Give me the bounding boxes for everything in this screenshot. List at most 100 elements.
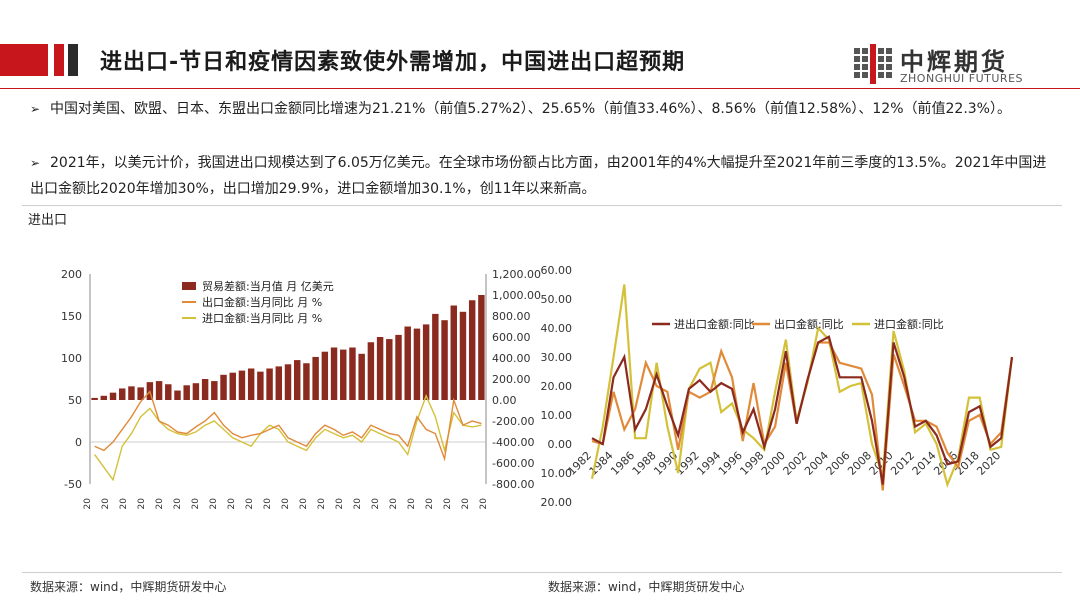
chart-left-tick-x: 20 [263, 498, 273, 510]
trade-balance-bar [367, 342, 375, 400]
chart-right-tick-x: 2004 [802, 449, 831, 478]
trade-balance-bar [432, 313, 439, 400]
chart-left-tick-x: 20 [227, 498, 237, 510]
legend-swatch-bar [182, 282, 196, 290]
chart-right-tick-y: 50.00 [541, 293, 573, 306]
bullet-text: 2021年，以美元计价，我国进出口规模达到了6.05万亿美元。在全球市场份额占比… [30, 155, 1047, 197]
trade-balance-bar [119, 388, 126, 400]
trade-balance-bar [201, 379, 209, 400]
trade-balance-bar [211, 381, 218, 400]
section-label: 进出口 [28, 213, 68, 228]
chart-right-tick-x: 2008 [845, 449, 874, 478]
chart-right-tick-x: 1998 [737, 449, 766, 478]
trade-balance-bar [340, 349, 347, 400]
chart-left-tick-right: 600.00 [492, 331, 531, 344]
total-yoy-line [591, 335, 1014, 485]
accent-bar-dark [68, 44, 78, 76]
chart-left-tick-x: 20 [155, 498, 165, 510]
source-note-right: 数据来源：wind，中辉期货研发中心 [548, 580, 745, 594]
chart-left-tick-right: -400.00 [492, 436, 534, 449]
trade-balance-bar [395, 334, 402, 400]
trade-balance-bar [109, 392, 117, 400]
chart-left-tick-x: 20 [281, 498, 291, 510]
chart-right-tick-x: 1984 [587, 449, 616, 478]
chart-left-tick-x: 20 [173, 498, 183, 510]
chart-right-tick-y: 10.00 [541, 409, 573, 422]
logo-text-cn: 中辉期货 [900, 48, 1008, 76]
trade-balance-bar [312, 356, 319, 400]
trade-balance-bar [128, 386, 135, 400]
trade-balance-bar [459, 311, 467, 400]
trade-balance-bar [238, 370, 246, 400]
trade-balance-bar [100, 395, 108, 400]
legend-label: 出口金额:当月同比 月 % [202, 295, 322, 309]
chart-left-tick-x: 20 [353, 498, 363, 510]
chart-left-tick-x: 20 [425, 498, 435, 510]
chart-right-tick-y: 60.00 [541, 264, 573, 277]
legend-label: 进口金额:同比 [874, 317, 944, 331]
trade-balance-bar [174, 390, 181, 400]
chart-left-tick-right: -800.00 [492, 478, 534, 491]
trade-balance-bar [478, 295, 485, 400]
trade-balance-bar [413, 328, 421, 400]
trade-balance-bar [247, 368, 255, 400]
chart-left-tick-left: 0 [75, 436, 82, 449]
chart-left-tick-x: 20 [389, 498, 399, 510]
chart-left-tick-x: 20 [209, 498, 219, 510]
trade-balance-bar [349, 347, 356, 400]
chart-left-tick-x: 20 [479, 498, 489, 510]
trade-balance-bar [468, 300, 476, 400]
legend-label: 进出口金额:同比 [674, 317, 755, 331]
bullet-export-growth: ➢ 中国对美国、欧盟、日本、东盟出口金额同比增速为21.21%（前值5.27%2）… [30, 96, 1060, 122]
page-title: 进出口-节日和疫情因素致使外需增加，中国进出口超预期 [100, 50, 686, 75]
chart-annual-yoy: 60.00 50.00 40.00 30.00 20.00 10.00 0.00 -10.00… [540, 264, 1014, 509]
trade-balance-bar [321, 351, 329, 400]
bullet-trade-scale: ➢ 2021年，以美元计价，我国进出口规模达到了6.05万亿美元。在全球市场份额占… [30, 150, 1060, 202]
chart-left-tick-left: 100 [61, 352, 82, 365]
trade-balance-bar [91, 397, 98, 400]
chart-left-tick-right: 400.00 [492, 352, 531, 365]
accent-block [0, 44, 48, 76]
trade-balance-bar [137, 387, 144, 400]
chart-right-tick-x: 1986 [608, 449, 637, 478]
chart-left-tick-x: 20 [191, 498, 201, 510]
chart-left-tick-x: 20 [299, 498, 309, 510]
chart-right-tick-x: 1994 [694, 449, 723, 478]
chart-right-tick-y: 40.00 [541, 322, 573, 335]
chart-right-tick-x: 2002 [781, 449, 810, 478]
chart-left-tick-left: -50 [64, 478, 82, 491]
chart-right-tick-x: 2000 [759, 449, 788, 478]
bullet-text: 中国对美国、欧盟、日本、东盟出口金额同比增速为21.21%（前值5.27%2）、… [50, 101, 1011, 117]
chart-right-tick-x: 1992 [673, 449, 702, 478]
trade-balance-bar [303, 363, 310, 400]
chart-right-tick-x: 2014 [910, 449, 939, 478]
chart-left-tick-right: 1,000.00 [492, 289, 541, 302]
section-divider [22, 205, 1062, 206]
trade-balance-bar [183, 385, 190, 400]
trade-balance-bar [376, 337, 384, 400]
source-note-left: 数据来源：wind，中辉期货研发中心 [30, 580, 227, 594]
header: 进出口-节日和疫情因素致使外需增加，中国进出口超预期 中辉期货 ZHONGHUI… [0, 0, 1080, 88]
bullet-arrow-icon: ➢ [30, 156, 41, 170]
chart-left-tick-x: 20 [83, 498, 93, 510]
chart-right-lines [590, 284, 1014, 491]
chart-left-tick-x: 20 [101, 498, 111, 510]
chart-right-legend: 进出口金额:同比 出口金额:同比 进口金额:同比 [652, 317, 944, 331]
trade-balance-bar [275, 366, 283, 400]
trade-balance-bar [220, 374, 227, 400]
chart-right-tick-x: 1982 [565, 449, 594, 478]
chart-left-tick-right: 1,200.00 [492, 268, 541, 281]
chart-left-bars [91, 295, 485, 400]
legend-label: 贸易差额:当月值 月 亿美元 [202, 279, 334, 293]
chart-right-tick-x: 2020 [974, 449, 1003, 478]
chart-left-tick-left: 150 [61, 310, 82, 323]
logo-grid-icon [852, 44, 894, 84]
chart-left-tick-x: 20 [371, 498, 381, 510]
chart-left-lines [94, 390, 482, 482]
trade-balance-bar [284, 364, 292, 400]
chart-left-tick-x: 20 [461, 498, 471, 510]
legend-label: 进口金额:当月同比 月 % [202, 311, 322, 325]
trade-balance-bar [358, 353, 365, 400]
chart-left-tick-right: 0.00 [492, 394, 517, 407]
